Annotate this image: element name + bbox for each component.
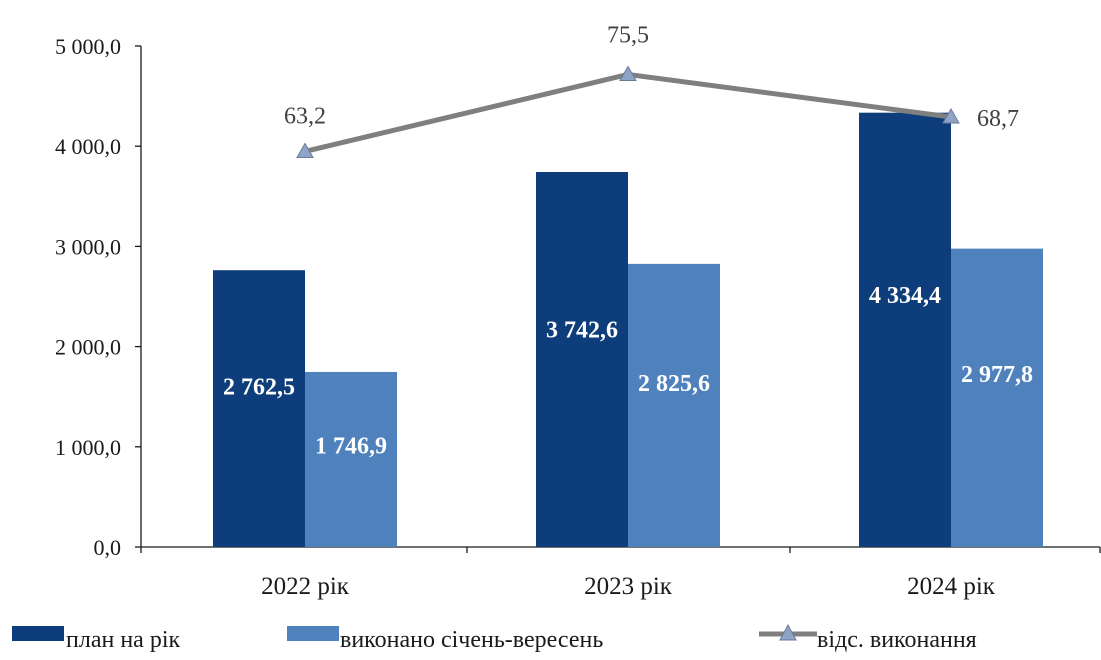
y-tick-label: 1 000,0 — [55, 435, 121, 460]
legend-swatch-done — [287, 626, 339, 641]
y-tick-label: 3 000,0 — [55, 234, 121, 259]
bar-done — [951, 248, 1043, 547]
bar-done — [305, 371, 397, 547]
y-tick-label: 4 000,0 — [55, 134, 121, 159]
line-point-marker — [619, 65, 637, 81]
x-category-label: 2023 рік — [584, 573, 673, 600]
line-data-label: 75,5 — [607, 22, 649, 48]
bar-data-label: 3 742,6 — [546, 317, 618, 343]
bar-data-label: 4 334,4 — [869, 283, 941, 309]
bar-plan — [859, 112, 951, 548]
legend-label-plan: план на рік — [66, 627, 180, 653]
y-tick-label: 5 000,0 — [55, 34, 121, 59]
bar-data-label: 2 977,8 — [961, 362, 1033, 388]
bar-done — [628, 263, 720, 547]
x-category-label: 2024 рік — [907, 573, 996, 600]
bar-plan — [213, 270, 305, 547]
y-tick-label: 2 000,0 — [55, 335, 121, 360]
x-category-label: 2022 рік — [261, 573, 350, 600]
line-point-marker — [296, 142, 314, 158]
bar-data-label: 2 762,5 — [223, 374, 295, 400]
legend-swatch-plan — [12, 626, 64, 641]
legend-label-line: відс. виконання — [817, 627, 977, 653]
bar-plan — [536, 171, 628, 547]
bar-data-label: 2 825,6 — [638, 371, 710, 397]
line-data-label: 63,2 — [284, 103, 326, 129]
line-data-label: 68,7 — [977, 106, 1019, 132]
bar-data-label: 1 746,9 — [315, 433, 387, 459]
line-point-marker — [942, 108, 960, 124]
legend-marker-triangle — [779, 623, 797, 641]
line-series-path — [304, 71, 952, 154]
y-tick-label: 0,0 — [94, 535, 122, 560]
legend-label-done: виконано січень-вересень — [340, 627, 603, 653]
